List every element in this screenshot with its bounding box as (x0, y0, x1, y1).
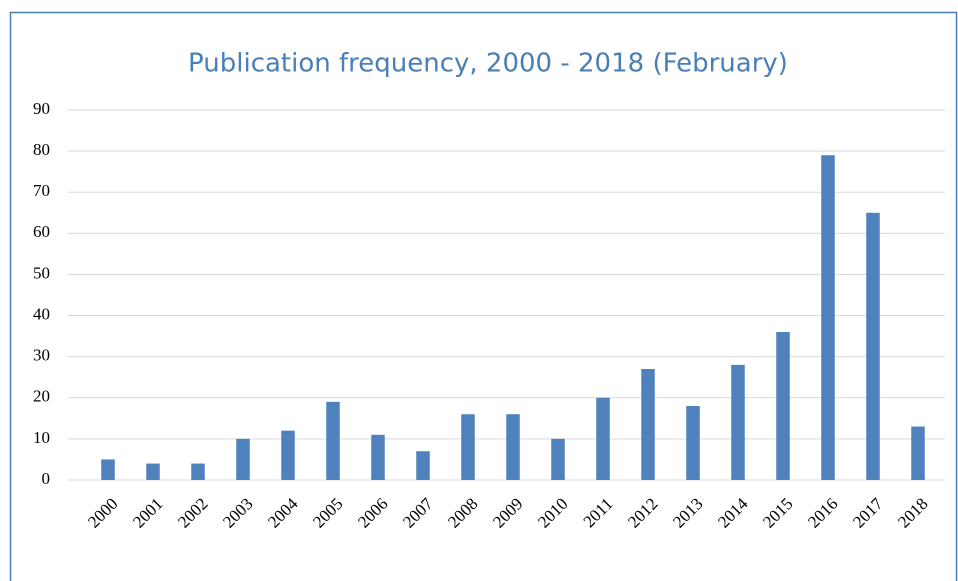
x-tick-label: 2006 (354, 494, 391, 531)
bar (686, 406, 700, 480)
x-tick-label: 2008 (444, 494, 481, 531)
bar (911, 426, 925, 480)
x-tick-label: 2001 (129, 494, 166, 531)
y-tick-label: 70 (33, 181, 50, 200)
bar (101, 459, 115, 480)
x-tick-label: 2004 (264, 494, 302, 532)
x-tick-label: 2017 (849, 494, 887, 532)
y-tick-label: 0 (42, 469, 51, 488)
bar (506, 414, 520, 480)
x-tick-label: 2002 (174, 494, 211, 531)
bar (236, 438, 250, 480)
x-tick-label: 2000 (84, 494, 121, 531)
x-tick-label: 2007 (399, 494, 437, 532)
x-tick-label: 2018 (894, 494, 931, 531)
y-tick-label: 20 (33, 387, 50, 406)
bar (461, 414, 475, 480)
bar (641, 369, 655, 480)
bar (596, 397, 610, 480)
bar (776, 332, 790, 480)
x-tick-label: 2003 (219, 494, 256, 531)
x-tick-label: 2014 (714, 494, 752, 532)
bar (146, 463, 160, 480)
y-tick-label: 60 (33, 222, 50, 241)
y-tick-label: 30 (33, 346, 50, 365)
x-tick-label: 2011 (580, 494, 617, 531)
bar (731, 364, 745, 480)
chart-border (9, 11, 958, 581)
x-tick-label: 2013 (669, 494, 706, 531)
bar (866, 212, 880, 480)
y-tick-label: 90 (33, 99, 50, 118)
x-tick-label: 2016 (804, 494, 841, 531)
chart-title: Publication frequency, 2000 - 2018 (Febr… (188, 49, 788, 79)
bar (371, 434, 385, 480)
bar (326, 401, 340, 480)
bar (551, 438, 565, 480)
x-tick-label: 2009 (489, 494, 526, 531)
y-tick-label: 40 (33, 304, 50, 323)
x-tick-label: 2012 (624, 494, 661, 531)
y-tick-label: 50 (33, 263, 50, 282)
bar (191, 463, 205, 480)
bar (281, 430, 295, 480)
bar (821, 155, 835, 480)
y-tick-label: 80 (33, 140, 50, 159)
x-tick-label: 2015 (759, 494, 796, 531)
bar (416, 451, 430, 480)
x-tick-label: 2005 (309, 494, 346, 531)
y-tick-label: 10 (33, 428, 50, 447)
x-tick-label: 2010 (534, 494, 571, 531)
